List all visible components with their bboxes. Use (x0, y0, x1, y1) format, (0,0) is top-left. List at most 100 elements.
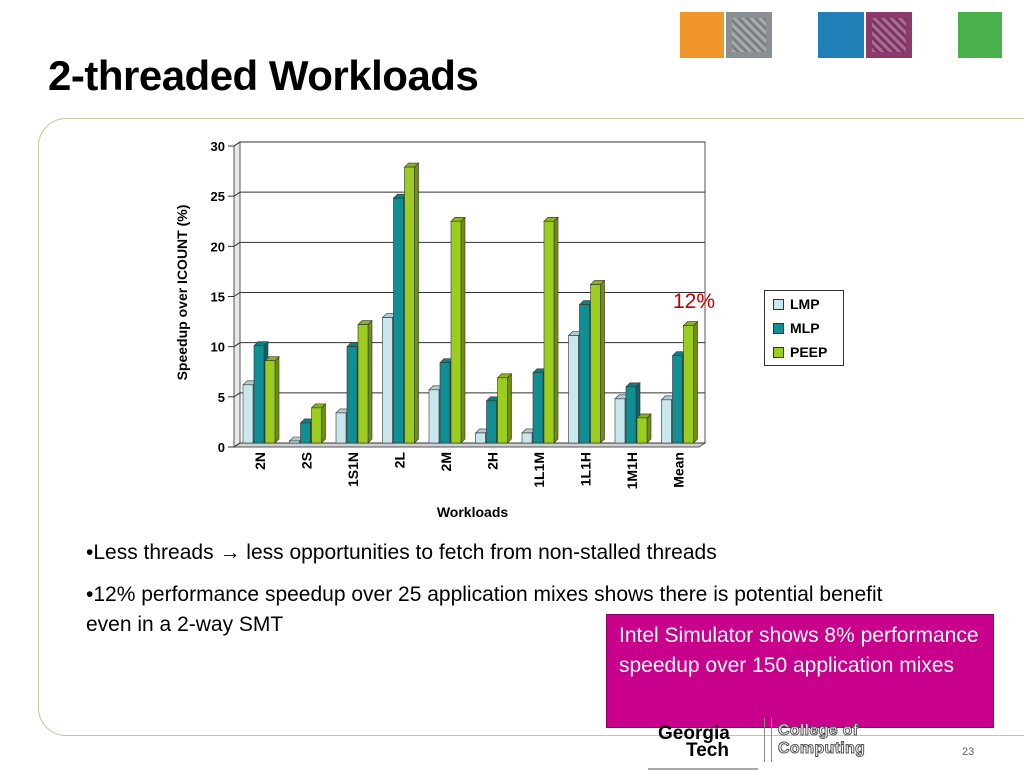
legend-label-peep: PEEP (790, 344, 828, 360)
simulator-callout-box: Intel Simulator shows 8% performance spe… (606, 614, 994, 728)
gridline-side (233, 392, 241, 398)
bar-lmp (614, 398, 626, 444)
bar-mlp (346, 346, 358, 444)
x-tick-label: 2H (484, 452, 500, 470)
legend-item-peep: PEEP (773, 343, 827, 361)
bar-peep (264, 360, 276, 444)
bar-side-peep (367, 319, 373, 444)
bar-peep (311, 407, 322, 444)
bar-lmp (568, 335, 579, 444)
legend-swatch-peep (773, 346, 784, 358)
bar-peep (590, 284, 601, 444)
y-tick-label: 10 (211, 340, 225, 355)
bar-lmp (242, 384, 254, 444)
bullet-text-pre: •Less threads (86, 541, 220, 564)
y-tick-label: 20 (211, 239, 225, 254)
bar-lmp (475, 432, 486, 444)
building-photo-tile (726, 12, 772, 58)
bar-mlp (300, 422, 311, 444)
bar-peep (683, 325, 694, 444)
bar-mlp (672, 355, 683, 444)
bar-mlp (393, 197, 404, 444)
x-tick-label: Mean (670, 452, 686, 488)
x-tick-label: 2L (391, 452, 407, 469)
x-tick-label: 1L1H (577, 452, 593, 486)
bar-side-peep (507, 373, 512, 444)
bar-lmp (521, 432, 533, 444)
bar-side-peep (414, 162, 419, 444)
bar-mlp (625, 386, 637, 444)
bar-mlp (532, 372, 544, 444)
y-tick-label: 15 (211, 290, 225, 305)
bar-peep (404, 166, 415, 444)
bar-side-peep (553, 216, 559, 444)
logo-divider-mark (764, 718, 772, 762)
y-tick-label: 5 (218, 390, 225, 405)
x-tick-label: 1L1M (531, 452, 547, 488)
gridline-side (233, 342, 241, 348)
blue-header-tile (818, 12, 864, 58)
bullet-item: •12% performance speedup over 25 applica… (86, 583, 883, 636)
bar-side-peep (460, 216, 466, 444)
bar-mlp (253, 345, 265, 444)
bar-peep (450, 220, 462, 444)
x-tick-label: 1S1N (345, 452, 361, 487)
logo-georgia: Georgia (658, 723, 730, 744)
bar-mlp (486, 400, 497, 444)
bar-mlp (439, 362, 451, 444)
plot-floor (232, 442, 707, 448)
slide-title: 2-threaded Workloads (48, 52, 479, 99)
x-tick-label: 2S (298, 452, 314, 469)
circuit-photo-tile (866, 12, 912, 58)
chart-annotation: 12% (673, 290, 716, 313)
legend-label-lmp: LMP (790, 296, 820, 312)
y-tick-label: 25 (211, 189, 225, 204)
logo-tech: Tech (686, 740, 729, 761)
georgia-tech-logo: Georgia Tech College of Computing (640, 712, 910, 770)
green-header-tile (958, 12, 1002, 58)
bar-peep (543, 220, 555, 444)
bar-mlp (579, 304, 590, 444)
bar-side-peep (693, 320, 698, 444)
bar-side-peep (274, 356, 280, 444)
bar-peep (636, 417, 648, 444)
bar-peep (357, 324, 369, 444)
gridline-side (233, 191, 241, 197)
legend-swatch-lmp (773, 298, 784, 310)
legend-swatch-mlp (773, 322, 784, 334)
bullet-item: •Less threads → less opportunities to fe… (86, 538, 886, 568)
legend-label-mlp: MLP (790, 320, 820, 336)
x-tick-label: 1M1H (624, 452, 640, 489)
content-panel (38, 118, 1024, 736)
bar-lmp (382, 317, 393, 444)
college-of-text: College of (777, 722, 859, 740)
gridline-side (233, 141, 241, 147)
bar-side-peep (321, 403, 326, 444)
bar-side-peep (600, 279, 605, 444)
bar-lmp (661, 399, 672, 444)
bar-lmp (335, 412, 347, 444)
x-tick-label: 2N (252, 452, 268, 470)
x-tick-label: 2M (438, 452, 454, 471)
y-tick-label: 0 (218, 440, 225, 455)
legend-item-mlp: MLP (773, 319, 820, 337)
orange-header-tile (680, 12, 724, 58)
x-axis-title: Workloads (437, 504, 509, 520)
bar-lmp (428, 389, 440, 444)
bullet-text-post: less opportunities to fetch from non-sta… (240, 541, 717, 564)
gridline-side (233, 292, 241, 297)
gridline-side (233, 241, 241, 247)
bar-peep (497, 377, 508, 444)
bar-side-peep (646, 413, 652, 444)
y-tick-label: 30 (211, 139, 225, 154)
computing-text: Computing (777, 740, 866, 758)
right-arrow-icon: → (219, 541, 241, 564)
bar-lmp (289, 440, 300, 444)
bullet-list: •Less threads → less opportunities to fe… (86, 538, 886, 652)
gridline-side (233, 442, 241, 448)
chart-legend: LMP MLP PEEP (764, 290, 844, 366)
page-number: 23 (962, 746, 975, 758)
legend-item-lmp: LMP (773, 295, 820, 313)
y-axis-title: Speedup over ICOUNT (%) (174, 205, 190, 381)
